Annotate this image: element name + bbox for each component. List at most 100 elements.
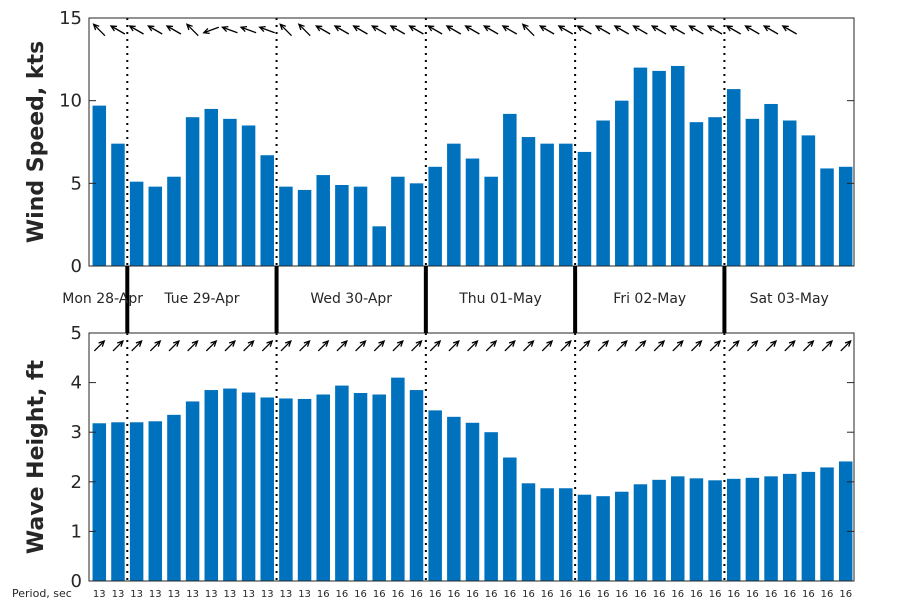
period-value: 16: [522, 589, 535, 600]
arrow-head: [284, 339, 292, 347]
day-label: Wed 30-Apr: [310, 291, 392, 307]
arrow-head: [706, 25, 715, 32]
arrow-head: [314, 25, 323, 32]
direction-arrow: [464, 25, 480, 35]
arrow-shaft: [597, 340, 609, 352]
arrow-shaft: [224, 340, 236, 352]
arrow-shaft: [446, 25, 462, 35]
y-tick-label: 0: [71, 571, 82, 592]
direction-arrow: [392, 339, 404, 352]
bar: [484, 176, 498, 266]
direction-arrow: [92, 23, 106, 37]
bar: [559, 143, 573, 266]
period-value: 16: [541, 589, 554, 600]
bar: [838, 461, 853, 581]
direction-arrow: [131, 339, 143, 352]
direction-arrow: [635, 339, 647, 352]
arrow-head: [173, 339, 180, 347]
direction-arrow: [165, 25, 182, 35]
arrow-head: [210, 339, 218, 347]
arrow-head: [751, 339, 759, 347]
y-tick-label: 10: [59, 91, 82, 112]
bar: [447, 143, 461, 266]
arrow-shaft: [93, 340, 105, 352]
arrow-shaft: [577, 25, 592, 35]
arrow-shaft: [93, 23, 106, 37]
arrow-head: [788, 339, 796, 347]
arrow-head: [521, 23, 529, 31]
labels-layer: 0 5 10 15 Wind Speed, kts 0 1 2 3 4 5 Wave Height, …: [12, 8, 852, 600]
period-value: 16: [485, 589, 498, 600]
bar: [503, 457, 517, 581]
arrow-head: [303, 339, 311, 347]
period-value: 16: [690, 589, 703, 600]
period-value: 13: [186, 589, 199, 600]
bar: [708, 480, 722, 581]
direction-arrow: [411, 339, 423, 352]
arrow-shaft: [784, 340, 796, 352]
period-value: 13: [242, 589, 255, 600]
arrow-head: [557, 25, 565, 32]
arrow-head: [415, 339, 423, 347]
bar: [764, 103, 778, 266]
direction-arrow: [762, 25, 779, 35]
arrow-head: [613, 25, 621, 32]
day-label: Tue 29-Apr: [163, 291, 239, 307]
arrow-head: [426, 25, 435, 32]
arrow-head: [464, 25, 472, 32]
direction-arrow: [147, 25, 163, 35]
direction-arrow: [821, 339, 834, 352]
bar: [148, 421, 163, 581]
arrow-shaft: [709, 340, 721, 352]
arrow-shaft: [371, 25, 387, 35]
period-value: 16: [839, 589, 852, 600]
arrow-head: [135, 339, 143, 347]
period-value: 13: [205, 589, 218, 600]
arrow-head: [826, 339, 834, 347]
bar: [503, 113, 517, 266]
direction-arrow: [538, 25, 555, 35]
bar: [223, 118, 237, 266]
period-value: 16: [615, 589, 628, 600]
arrow-head: [408, 25, 416, 32]
direction-arrow: [728, 339, 740, 352]
arrow-shaft: [148, 25, 163, 35]
bar: [167, 414, 181, 581]
arrow-shaft: [522, 23, 535, 37]
direction-arrow: [784, 339, 796, 352]
arrow-shaft: [187, 340, 199, 352]
arrow-shaft: [427, 25, 443, 35]
arrow-shaft: [465, 25, 480, 35]
direction-arrow: [521, 23, 535, 37]
arrow-head: [239, 26, 248, 33]
direction-arrow: [243, 339, 255, 352]
arrow-head: [370, 25, 379, 32]
bar: [577, 151, 592, 266]
direction-arrow: [802, 339, 815, 352]
arrow-shaft: [802, 340, 814, 352]
direction-arrow: [504, 339, 516, 352]
direction-arrow: [317, 339, 330, 352]
direction-arrow: [706, 25, 723, 35]
bar: [297, 398, 312, 581]
arrow-head: [620, 339, 628, 347]
arrow-head: [658, 339, 666, 347]
direction-arrow: [370, 25, 387, 35]
arrow-head: [725, 25, 733, 32]
bar: [92, 105, 107, 266]
arrow-head: [770, 339, 778, 347]
arrow-shaft: [483, 25, 499, 35]
arrow-head: [389, 25, 397, 32]
bar: [726, 89, 741, 266]
arrow-shaft: [523, 340, 534, 352]
period-value: 16: [373, 589, 386, 600]
bars-layer: [92, 65, 853, 581]
arrow-shaft: [299, 340, 310, 352]
bar: [745, 477, 760, 581]
arrow-shaft: [334, 25, 350, 35]
y-tick-label: 1: [71, 521, 82, 542]
arrow-head: [185, 23, 193, 31]
arrow-shaft: [261, 340, 273, 352]
